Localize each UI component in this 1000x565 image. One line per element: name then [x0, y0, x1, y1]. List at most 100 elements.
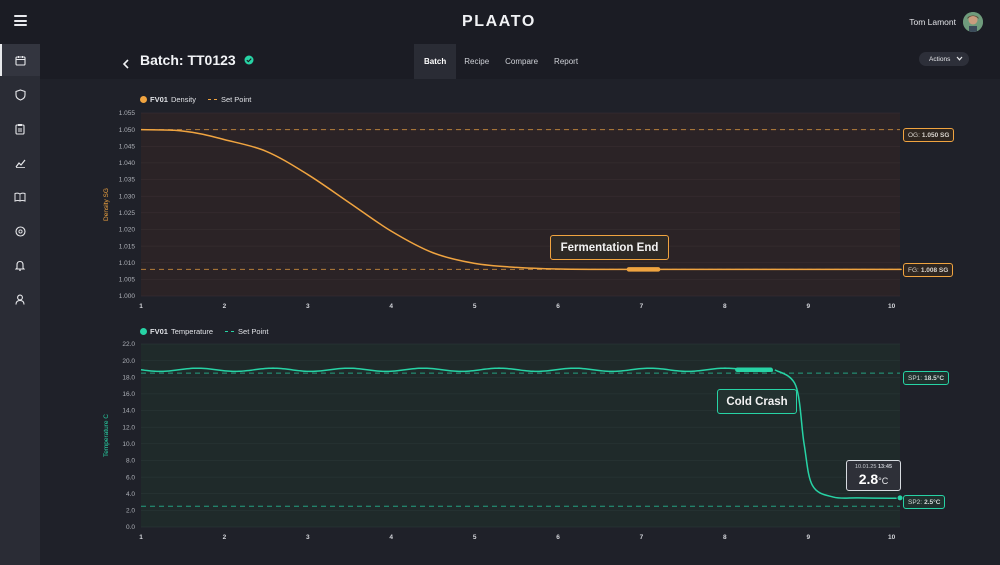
sp2-label: SP2: [908, 498, 923, 506]
x-tick-label: 8 [723, 303, 727, 310]
x-tick-label: 6 [556, 303, 560, 310]
calendar-icon[interactable] [0, 44, 40, 76]
series-line [140, 367, 774, 373]
density-legend-setpoint: Set Point [220, 95, 252, 104]
y-tick-label: 20.0 [122, 358, 135, 365]
y-tick-label: 1.045 [119, 143, 136, 150]
y-axis-label: Temperature C [103, 414, 110, 457]
sp1-value: 18.5°C [924, 374, 945, 382]
fg-marker: FG: 1.008 SG [903, 263, 954, 277]
y-tick-label: 4.0 [126, 491, 135, 498]
current-reading-tooltip: 10.01.25 13:45 2.8°C [846, 460, 901, 491]
y-tick-label: 6.0 [126, 474, 135, 481]
tab-batch[interactable]: Batch [414, 44, 457, 79]
clipboard-icon[interactable] [0, 113, 40, 145]
density-series-dot[interactable] [140, 96, 147, 103]
x-tick-label: 5 [473, 303, 477, 310]
user-name[interactable]: Tom Lamont [909, 17, 956, 27]
x-tick-label: 4 [389, 303, 393, 310]
x-tick-label: 6 [556, 534, 560, 541]
y-tick-label: 1.025 [119, 210, 136, 217]
cold-crash-callout[interactable]: Cold Crash [717, 389, 797, 414]
side-nav [0, 44, 40, 565]
y-tick-label: 16.0 [122, 391, 135, 398]
temperature-series-dot[interactable] [140, 328, 147, 335]
x-tick-label: 10 [888, 534, 896, 541]
chevron-down-icon [956, 56, 963, 61]
series-line [774, 369, 901, 500]
y-tick-label: 10.0 [122, 441, 135, 448]
batch-header: Batch: TT0123 Batch Recipe Compare Repor… [40, 44, 1000, 79]
verified-check-icon [244, 52, 254, 70]
actions-label: Actions [929, 55, 951, 63]
y-tick-label: 1.035 [119, 177, 136, 184]
y-tick-label: 12.0 [122, 424, 135, 431]
x-tick-label: 1 [139, 534, 143, 541]
y-tick-label: 22.0 [122, 341, 135, 348]
x-tick-label: 7 [640, 534, 644, 541]
y-axis-label: Density SG [103, 188, 110, 221]
y-tick-label: 1.005 [119, 277, 136, 284]
app-logo[interactable]: PLAATO [462, 13, 536, 30]
user-icon[interactable] [0, 283, 40, 315]
readout-unit: °C [878, 476, 889, 486]
y-tick-label: 1.000 [119, 293, 136, 300]
x-tick-label: 1 [139, 303, 143, 310]
actions-button[interactable]: Actions [919, 52, 969, 66]
x-tick-label: 5 [473, 534, 477, 541]
y-tick-label: 1.010 [119, 260, 136, 267]
book-icon[interactable] [0, 181, 40, 213]
density-legend-series: Density [170, 95, 196, 104]
readout-time: 13:45 [877, 464, 893, 470]
avatar[interactable] [963, 12, 983, 32]
sp1-label: SP1: [908, 374, 923, 382]
readout-date: 10.01.25 [854, 464, 877, 470]
shield-icon[interactable] [0, 79, 40, 111]
readout-value: 2.8 [858, 471, 879, 487]
y-tick-label: 14.0 [122, 408, 135, 415]
temperature-legend-series: Temperature [170, 327, 214, 336]
fg-label: FG: [908, 266, 919, 274]
tab-recipe[interactable]: Recipe [464, 57, 490, 66]
top-bar: PLAATO Tom Lamont [0, 0, 1000, 44]
x-tick-label: 10 [888, 303, 896, 310]
x-tick-label: 3 [306, 303, 310, 310]
menu-icon[interactable] [14, 15, 27, 26]
page-title: Batch: TT0123 [140, 52, 236, 68]
series-line [140, 128, 902, 271]
y-tick-label: 18.0 [122, 374, 135, 381]
y-tick-label: 1.020 [119, 227, 136, 234]
y-tick-label: 0.0 [126, 524, 135, 531]
tab-report[interactable]: Report [554, 57, 579, 66]
x-tick-label: 2 [223, 303, 227, 310]
og-marker: OG: 1.050 SG [903, 128, 955, 142]
temperature-legend-setpoint: Set Point [238, 327, 269, 336]
tab-compare[interactable]: Compare [505, 57, 539, 66]
y-tick-label: 1.055 [119, 110, 136, 117]
plot-background [141, 344, 900, 527]
sp1-marker: SP1: 18.5°C [903, 371, 950, 385]
y-tick-label: 1.030 [119, 193, 136, 200]
y-tick-label: 2.0 [126, 508, 135, 515]
chart-icon[interactable] [0, 147, 40, 179]
bell-icon[interactable] [0, 249, 40, 281]
x-tick-label: 2 [223, 534, 227, 541]
temperature-legend-device: FV01 [150, 327, 168, 336]
og-label: OG: [908, 131, 920, 139]
x-tick-label: 4 [389, 534, 393, 541]
back-arrow-icon[interactable] [122, 56, 130, 74]
sp2-marker: SP2: 2.5°C [903, 495, 946, 509]
y-tick-label: 1.050 [119, 127, 136, 134]
temperature-setpoint-dash[interactable] [225, 331, 235, 332]
y-tick-label: 1.040 [119, 160, 136, 167]
fermentation-end-callout[interactable]: Fermentation End [550, 235, 669, 260]
density-setpoint-dash[interactable] [207, 99, 217, 100]
x-tick-label: 9 [806, 534, 810, 541]
density-chart: 1.055 1.050 1.045 1.040 1.035 1.030 1.025 1.020… [103, 110, 902, 310]
plot-background [141, 113, 900, 296]
coin-icon[interactable] [0, 215, 40, 247]
y-tick-label: 8.0 [126, 458, 135, 465]
density-legend: FV01 Density Set Point [140, 95, 251, 104]
density-legend-device: FV01 [150, 95, 168, 104]
